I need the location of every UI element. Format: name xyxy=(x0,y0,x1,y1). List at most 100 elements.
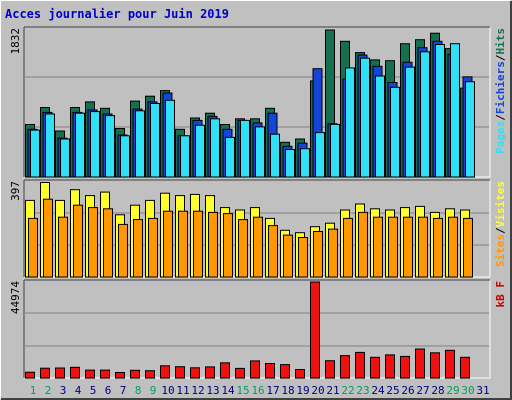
bar-sites-day-3 xyxy=(58,216,68,278)
bar-pages-day-30 xyxy=(465,81,475,178)
bar-pages-day-8 xyxy=(135,110,145,178)
bar-pages-day-24 xyxy=(375,75,385,178)
bar-sites-day-30 xyxy=(463,217,473,278)
bar-pages-day-1 xyxy=(30,129,40,178)
axis-label-kb: kB F xyxy=(494,281,507,308)
bar-sites-day-15 xyxy=(238,219,248,278)
bar-pages-day-6 xyxy=(105,115,115,178)
bar-kb-f-day-5 xyxy=(85,369,95,379)
bar-sites-day-29 xyxy=(448,216,458,278)
x-label-day-13: 13 xyxy=(206,384,219,397)
x-label-day-31: 31 xyxy=(476,384,489,397)
panel-kb: 44974 kB F xyxy=(9,279,507,379)
bar-kb-f-day-21 xyxy=(325,360,335,379)
bar-kb-f-day-4 xyxy=(70,366,80,379)
y-tick-label: 1832 xyxy=(9,28,22,55)
axis-label-part-2: / xyxy=(494,114,507,121)
bar-pages-day-26 xyxy=(405,66,415,178)
bar-sites-day-8 xyxy=(133,219,143,278)
bar-pages-day-2 xyxy=(45,113,55,178)
bar-kb-f-day-23 xyxy=(355,351,365,379)
x-label-day-26: 26 xyxy=(401,384,414,397)
chart-title: Acces journalier pour Juin 2019 xyxy=(5,7,229,21)
x-label-day-2: 2 xyxy=(45,384,52,397)
bar-sites-day-26 xyxy=(403,216,413,278)
bar-sites-day-10 xyxy=(163,210,173,278)
bar-sites-day-17 xyxy=(268,225,278,278)
x-label-day-11: 11 xyxy=(176,384,189,397)
bar-pages-day-20 xyxy=(315,132,325,178)
bar-sites-day-1 xyxy=(28,217,38,278)
x-label-day-15: 15 xyxy=(236,384,249,397)
bar-sites-day-7 xyxy=(118,223,128,278)
x-label-day-19: 19 xyxy=(296,384,309,397)
bar-pages-day-23 xyxy=(360,57,370,178)
panel-visits-sites: 397 Sites/Visites xyxy=(9,179,507,278)
bar-sites-day-28 xyxy=(433,217,443,278)
axis-label-hits-files-pages: Pages/Fichiers/Hits xyxy=(494,28,507,154)
x-label-day-6: 6 xyxy=(105,384,112,397)
axis-label-part-5: Hits xyxy=(494,28,507,55)
x-label-day-20: 20 xyxy=(311,384,324,397)
bar-kb-f-day-28 xyxy=(430,352,440,379)
bar-kb-f-day-9 xyxy=(145,370,155,379)
x-label-day-22: 22 xyxy=(341,384,354,397)
bar-sites-day-25 xyxy=(388,216,398,278)
bar-pages-day-28 xyxy=(435,44,445,178)
bar-kb-f-day-30 xyxy=(460,356,470,379)
x-label-day-27: 27 xyxy=(416,384,429,397)
bar-kb-f-day-29 xyxy=(445,349,455,379)
bar-pages-day-17 xyxy=(270,133,280,178)
bar-kb-f-day-3 xyxy=(55,367,65,379)
x-label-day-5: 5 xyxy=(90,384,97,397)
bar-pages-day-3 xyxy=(60,138,70,178)
bar-sites-day-18 xyxy=(283,234,293,278)
x-label-day-28: 28 xyxy=(431,384,444,397)
axis-label-visits-sites: Sites/Visites xyxy=(494,181,507,267)
x-label-day-23: 23 xyxy=(356,384,369,397)
bar-pages-day-9 xyxy=(150,103,160,178)
bar-sites-day-5 xyxy=(88,207,98,278)
bar-sites-day-27 xyxy=(418,216,428,278)
x-label-day-30: 30 xyxy=(461,384,474,397)
bar-pages-day-19 xyxy=(300,148,310,178)
bar-sites-day-2 xyxy=(43,198,53,278)
bar-sites-day-19 xyxy=(298,237,308,278)
x-label-day-25: 25 xyxy=(386,384,399,397)
bar-sites-day-16 xyxy=(253,216,263,278)
x-label-day-14: 14 xyxy=(221,384,235,397)
bar-kb-f-day-18 xyxy=(280,364,290,379)
bar-sites-day-20 xyxy=(313,231,323,278)
bar-pages-day-29 xyxy=(450,43,460,178)
bar-sites-day-14 xyxy=(223,213,233,278)
bar-sites-day-4 xyxy=(73,204,83,278)
bar-kb-f-day-10 xyxy=(160,365,170,379)
bar-kb-f-day-19 xyxy=(295,369,305,379)
bar-pages-day-10 xyxy=(165,99,175,178)
x-label-day-1: 1 xyxy=(30,384,37,397)
chart-panels: 1832Pages/Fichiers/Hits397Sites/Visites4… xyxy=(9,26,507,379)
x-label-day-17: 17 xyxy=(266,384,279,397)
bar-pages-day-13 xyxy=(210,118,220,178)
bar-sites-day-9 xyxy=(148,217,158,278)
bar-kb-f-day-24 xyxy=(370,356,380,379)
bar-pages-day-12 xyxy=(195,124,205,178)
x-label-day-21: 21 xyxy=(326,384,339,397)
x-label-day-9: 9 xyxy=(150,384,157,397)
x-label-day-18: 18 xyxy=(281,384,294,397)
bar-kb-f-day-25 xyxy=(385,354,395,379)
bar-pages-day-27 xyxy=(420,51,430,178)
bar-kb-f-day-20 xyxy=(310,281,320,379)
bar-pages-day-25 xyxy=(390,86,400,178)
x-label-day-10: 10 xyxy=(161,384,174,397)
x-label-day-7: 7 xyxy=(120,384,127,397)
bar-sites-day-6 xyxy=(103,208,113,278)
bar-sites-day-13 xyxy=(208,211,218,278)
bar-kb-f-day-1 xyxy=(25,371,35,379)
bar-sites-day-22 xyxy=(343,217,353,278)
bar-kb-f-day-17 xyxy=(265,363,275,379)
bar-sites-day-23 xyxy=(358,211,368,278)
